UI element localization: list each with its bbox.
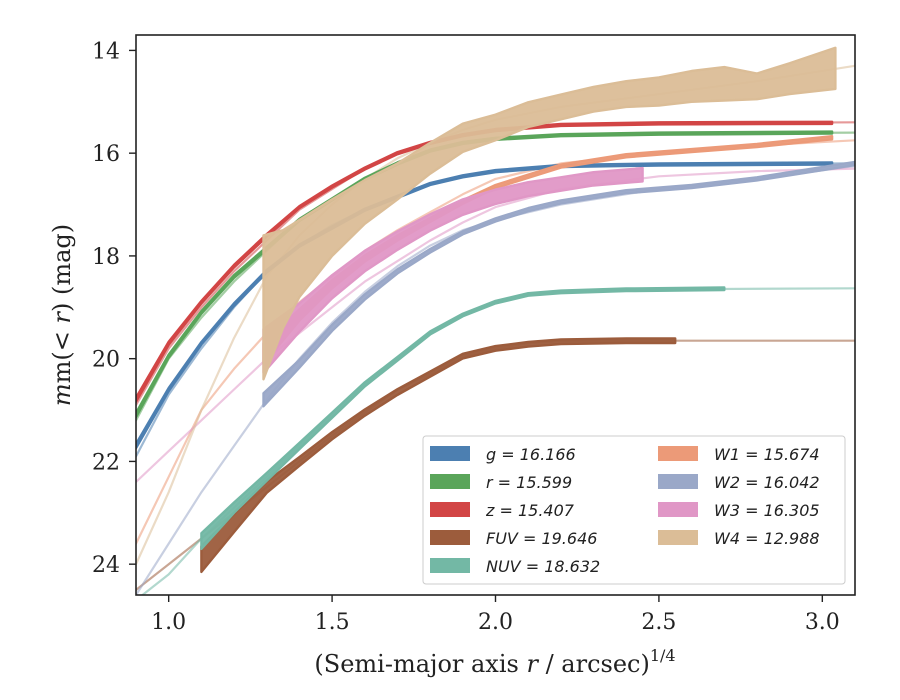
legend-label-W2: W2 = 16.042 [714, 473, 820, 492]
x-tick-label: 2.0 [478, 610, 513, 635]
y-axis-label: mm(< r) (mag) [48, 224, 76, 406]
y-tick-label: 16 [92, 142, 120, 167]
legend-label-W3: W3 = 16.305 [714, 501, 820, 520]
plot-area [136, 46, 855, 595]
legend-label-NUV: NUV = 18.632 [486, 557, 600, 576]
legend-label-g: g = 16.166 [486, 445, 576, 464]
legend-swatch-NUV [430, 558, 470, 573]
data-band-W4 [262, 46, 837, 381]
legend-label-FUV: FUV = 19.646 [486, 529, 597, 548]
data-band-W1 [262, 135, 834, 365]
x-tick-label: 1.0 [151, 610, 186, 635]
data-band-W3 [262, 166, 644, 374]
y-tick-label: 18 [92, 245, 120, 270]
legend-label-W4: W4 = 12.988 [714, 529, 820, 548]
model-curve-W3 [136, 167, 855, 484]
model-curve-r [136, 131, 855, 422]
x-tick-label: 1.5 [315, 610, 350, 635]
data-band-W2 [262, 160, 855, 408]
y-tick-label: 22 [92, 450, 120, 475]
legend-swatch-z [430, 502, 470, 517]
legend-swatch-W1 [658, 446, 698, 461]
legend-swatch-r [430, 474, 470, 489]
data-bands [136, 46, 855, 574]
legend-label-r: r = 15.599 [486, 473, 572, 492]
legend-swatch-W4 [658, 530, 698, 545]
legend-label-z: z = 15.407 [485, 501, 575, 520]
data-band-FUV [200, 337, 677, 574]
y-tick-label: 14 [92, 39, 120, 64]
y-tick-label: 24 [92, 553, 120, 578]
legend-frame [422, 435, 846, 585]
legend-label-W1: W1 = 15.674 [714, 445, 820, 464]
x-axis: 1.0 1.5 2.0 2.5 3.0 [151, 595, 840, 635]
x-tick-label: 2.5 [641, 610, 676, 635]
legend-swatch-g [430, 446, 470, 461]
legend-swatch-FUV [430, 530, 470, 545]
y-tick-label: 20 [92, 348, 120, 373]
y-axis: 14 16 18 20 22 24 [92, 39, 136, 578]
data-band-NUV [200, 286, 726, 550]
legend-swatch-W3 [658, 502, 698, 517]
legend: g = 16.166 r = 15.599 z = 15.407 FUV = 19.6… [422, 435, 846, 585]
x-tick-label: 3.0 [805, 610, 840, 635]
legend-swatch-W2 [658, 474, 698, 489]
x-axis-label: (Semi-major axis r / arcsec)1/4 [314, 646, 675, 678]
